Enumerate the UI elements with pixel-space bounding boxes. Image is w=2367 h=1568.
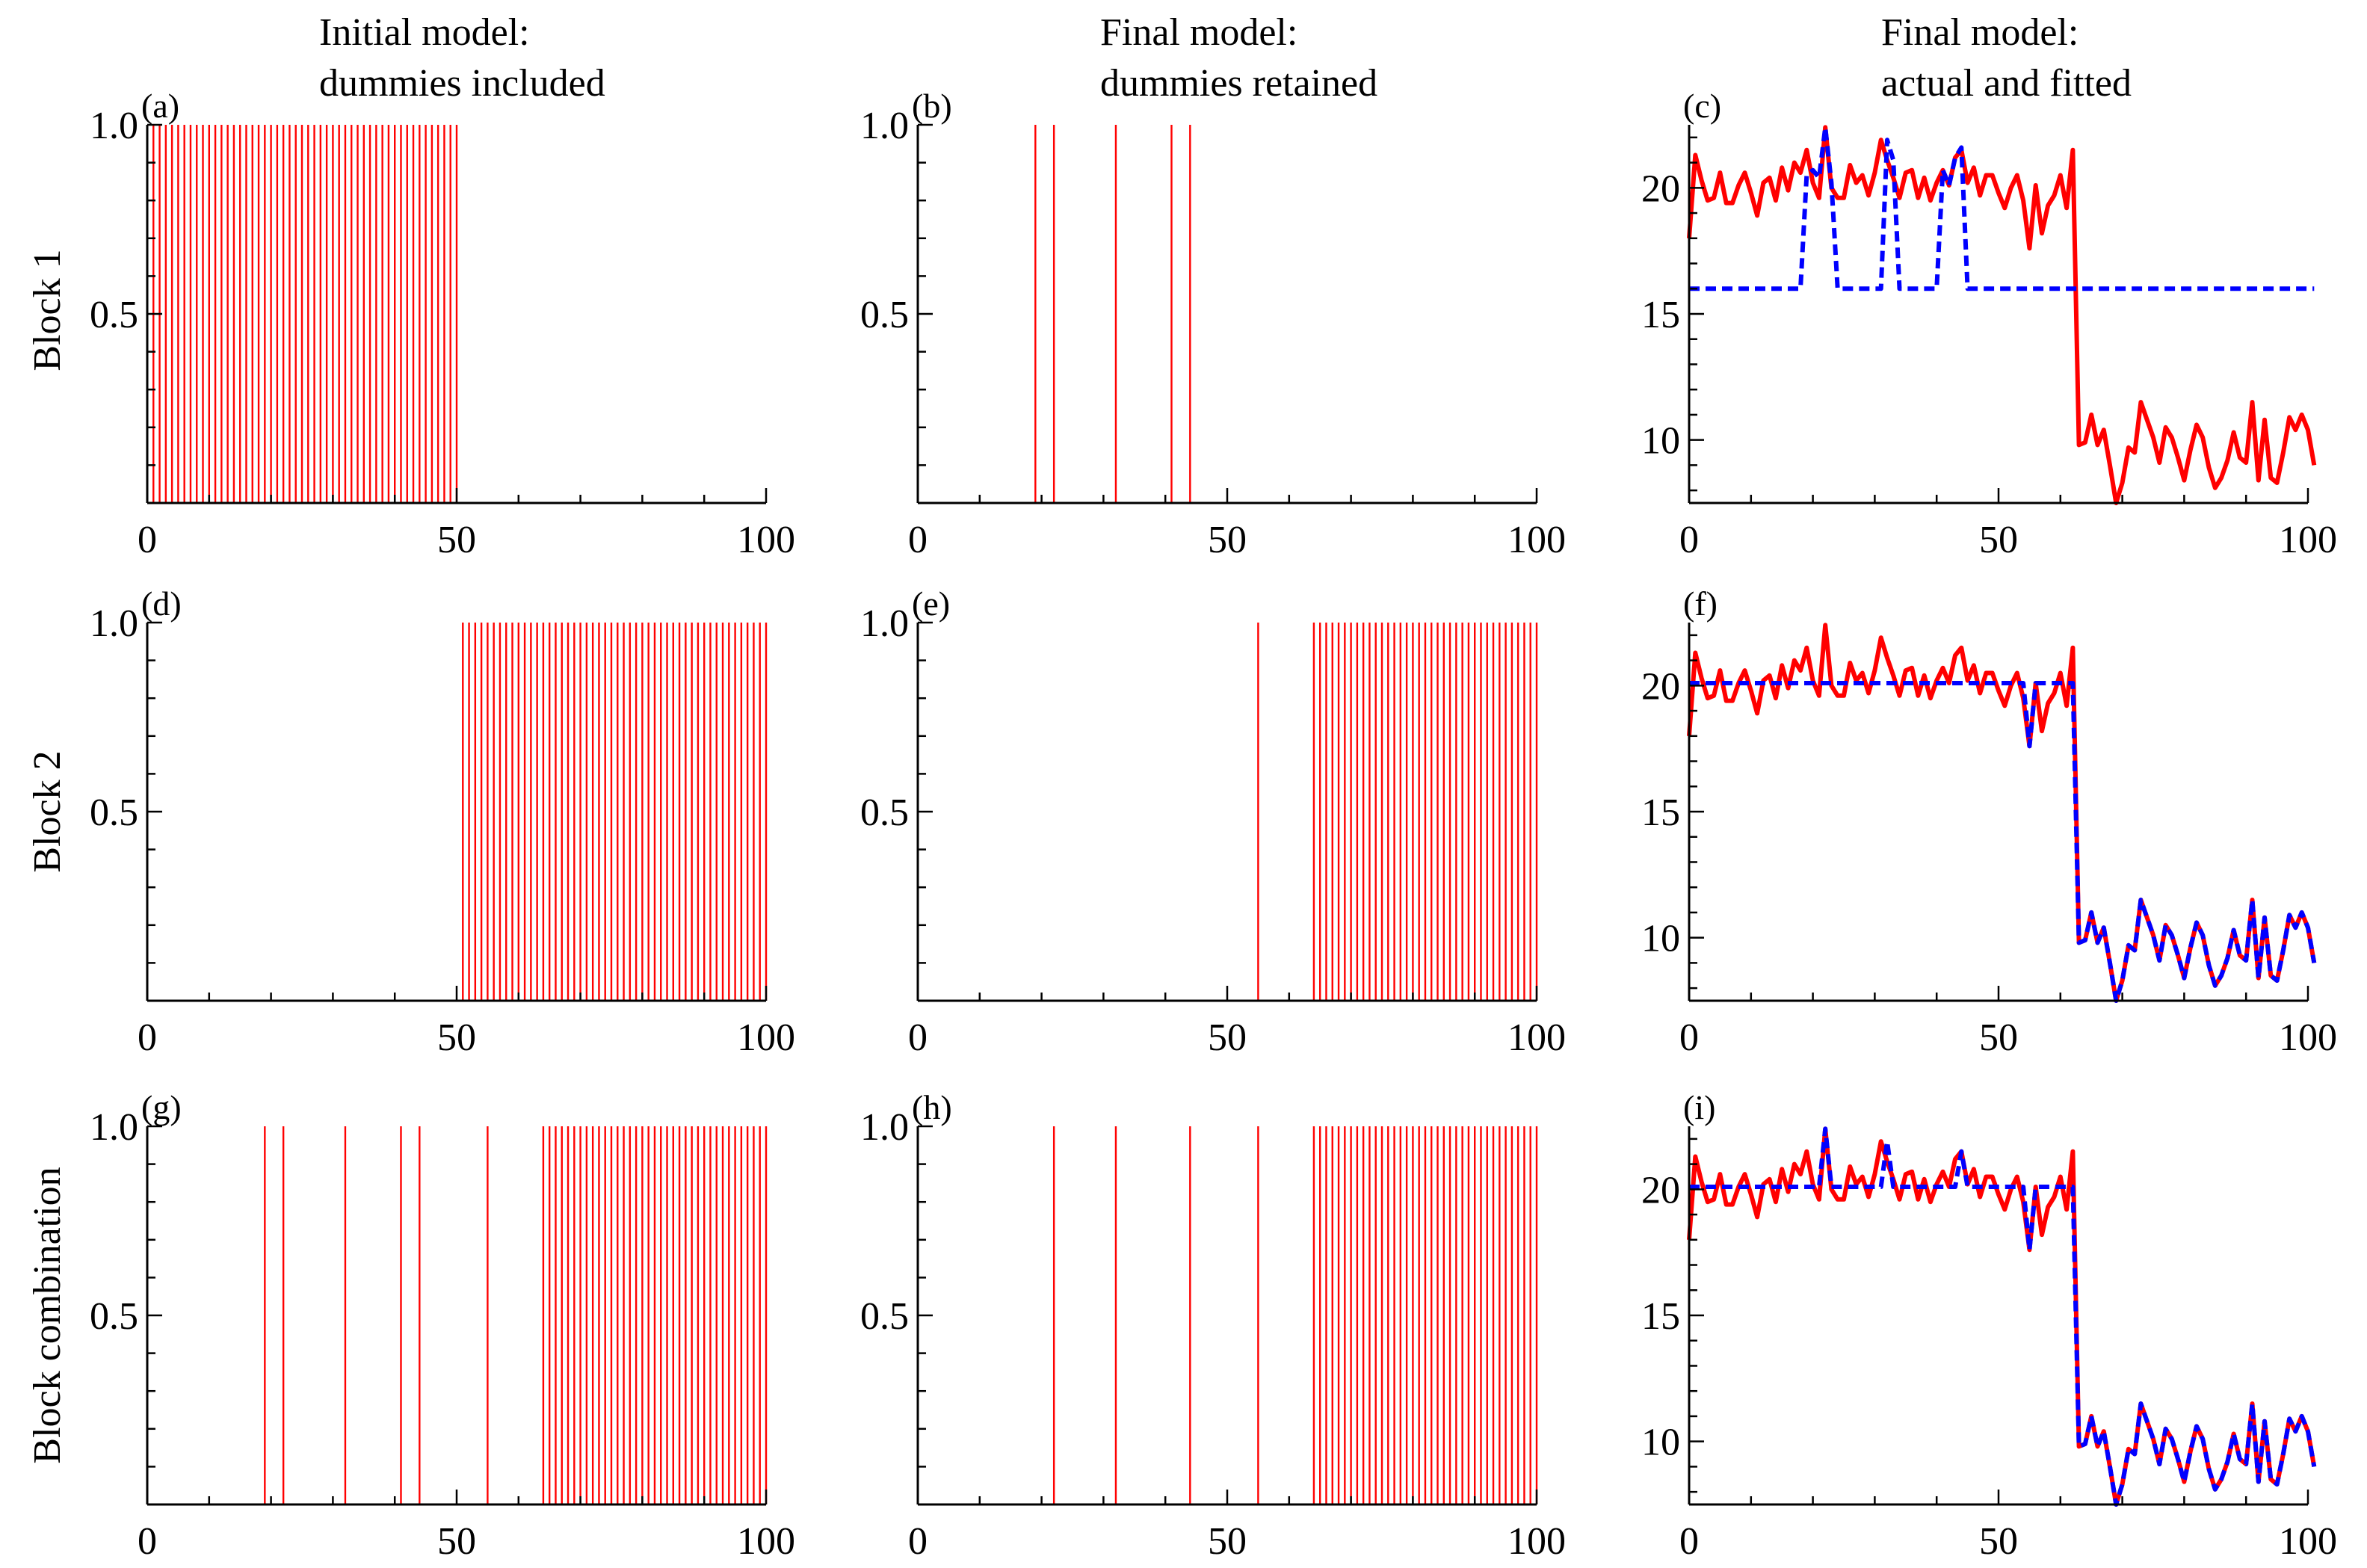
y-tick-label: 20	[1641, 665, 1680, 708]
y-tick-label: 0.5	[860, 294, 909, 336]
y-tick-label: 15	[1641, 1295, 1680, 1338]
row-label-2: Block 2	[26, 750, 69, 872]
row-labels: Block 1 Block 2 Block combination	[26, 249, 69, 1463]
y-tick-label: 15	[1641, 294, 1680, 336]
x-tick-label: 0	[1679, 519, 1699, 561]
row-label-1: Block 1	[26, 249, 69, 371]
y-tick-label: 0.5	[90, 791, 138, 834]
x-tick-label: 100	[2279, 519, 2337, 561]
dummy-spikes-b	[1034, 125, 1191, 503]
dummy-spikes-g	[264, 1126, 768, 1504]
y-tick-label: 0.5	[90, 294, 138, 336]
panel-label-c: (c)	[1683, 87, 1721, 125]
x-tick-label: 100	[2279, 1016, 2337, 1059]
x-tick-label: 0	[1679, 1016, 1699, 1059]
panel-label-d: (d)	[141, 584, 182, 623]
y-tick-label: 10	[1641, 1422, 1680, 1464]
x-tick-label: 0	[908, 1016, 928, 1059]
panel-label-i: (i)	[1683, 1088, 1715, 1126]
panel-d: (d) 0 50 100 0.5 1.0	[90, 584, 795, 1059]
panel-b: (b) 0 50 100 0.5 1.0	[860, 87, 1566, 561]
x-tick-label: 100	[1507, 519, 1566, 561]
panel-e: (e) 0 50 100 0.5 1.0	[860, 584, 1566, 1059]
panel-a: (a) 0 50 100 0.5 1.0	[90, 87, 795, 561]
dummy-spikes-d	[462, 623, 768, 1001]
x-tick-label: 100	[737, 519, 795, 561]
fitted-series-line	[1689, 1126, 2317, 1507]
panel-label-g: (g)	[141, 1088, 182, 1126]
x-tick-label: 0	[138, 1016, 157, 1059]
x-tick-label: 0	[138, 519, 157, 561]
x-tick-label: 100	[1507, 1016, 1566, 1059]
panel-label-a: (a)	[141, 87, 179, 125]
y-tick-label: 0.5	[90, 1295, 138, 1338]
x-tick-label: 50	[1208, 1016, 1247, 1059]
x-tick-label: 50	[1208, 1520, 1247, 1563]
y-tick-label: 10	[1641, 420, 1680, 463]
dummy-spikes-e	[1257, 623, 1538, 1001]
y-tick-label: 1.0	[860, 602, 909, 645]
panel-i: (i) 0 50 100 10 15 20	[1641, 1088, 2337, 1563]
x-tick-label: 50	[437, 519, 476, 561]
dummy-spikes-h	[1052, 1126, 1538, 1504]
column-title-1-line1: Initial model:	[319, 11, 530, 54]
y-tick-label: 20	[1641, 1169, 1680, 1212]
x-tick-label: 50	[1979, 1520, 2018, 1563]
x-tick-label: 50	[437, 1016, 476, 1059]
x-tick-label: 0	[1679, 1520, 1699, 1563]
y-tick-label: 1.0	[860, 1106, 909, 1149]
y-tick-label: 0.5	[860, 791, 909, 834]
y-tick-label: 1.0	[90, 602, 138, 645]
y-tick-label: 15	[1641, 791, 1680, 834]
column-titles: Initial model: dummies included Final mo…	[319, 11, 2132, 105]
x-tick-label: 0	[138, 1520, 157, 1563]
x-tick-label: 100	[2279, 1520, 2337, 1563]
panel-label-e: (e)	[912, 584, 950, 623]
y-tick-label: 1.0	[860, 105, 909, 147]
x-tick-label: 100	[1507, 1520, 1566, 1563]
column-title-3-line2: actual and fitted	[1881, 62, 2132, 105]
panel-label-b: (b)	[912, 87, 952, 125]
y-tick-label: 20	[1641, 167, 1680, 210]
column-title-2-line1: Final model:	[1100, 11, 1297, 54]
fitted-series-line	[1689, 681, 2317, 1003]
x-tick-label: 0	[908, 1520, 928, 1563]
panel-g: (g) 0 50 100 0.5 1.0	[90, 1088, 795, 1563]
x-tick-label: 50	[1979, 519, 2018, 561]
actual-series-line	[1687, 125, 2317, 505]
y-tick-label: 1.0	[90, 1106, 138, 1149]
panel-h: (h) 0 50 100 0.5 1.0	[860, 1088, 1566, 1563]
column-title-2-line2: dummies retained	[1100, 62, 1377, 105]
panel-f: (f) 0 50 100 10 15 20	[1641, 584, 2337, 1059]
x-tick-label: 50	[1979, 1016, 2018, 1059]
row-label-3: Block combination	[26, 1167, 69, 1463]
x-tick-label: 100	[737, 1016, 795, 1059]
y-tick-label: 0.5	[860, 1295, 909, 1338]
panel-c: (c) 0 50 100 10 15 20	[1641, 87, 2337, 561]
panel-label-f: (f)	[1683, 584, 1718, 623]
y-tick-label: 10	[1641, 918, 1680, 960]
x-tick-label: 100	[737, 1520, 795, 1563]
x-tick-label: 50	[437, 1520, 476, 1563]
x-tick-label: 50	[1208, 519, 1247, 561]
fitted-series-line	[1689, 125, 2315, 291]
column-title-1-line2: dummies included	[319, 62, 605, 105]
x-tick-label: 0	[908, 519, 928, 561]
panel-label-h: (h)	[912, 1088, 952, 1126]
y-tick-label: 1.0	[90, 105, 138, 147]
column-title-3-line1: Final model:	[1881, 11, 2079, 54]
